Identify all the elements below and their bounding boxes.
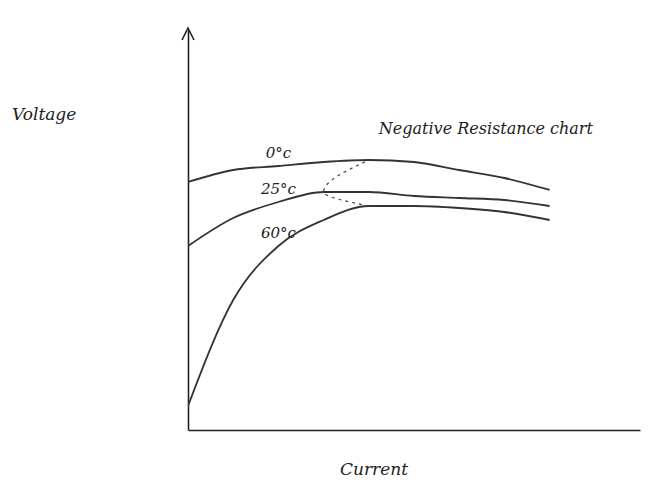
annotation: Negative Resistance chart — [378, 119, 594, 138]
peak-locus — [324, 160, 369, 206]
y-axis-title: Voltage — [12, 104, 76, 124]
axis-line — [188, 31, 190, 431]
plot-area — [188, 160, 550, 406]
x-axis-title: Current — [340, 459, 408, 479]
axis-line — [189, 430, 641, 432]
chart: 0°c 25°c 60°c Negative Resistance chart Volt… — [0, 0, 648, 501]
series-label: 0°c — [266, 144, 292, 162]
series-label: 25°c — [260, 180, 297, 198]
labels: 0°c 25°c 60°c Negative Resistance chart Volt… — [12, 104, 593, 479]
series-line — [188, 192, 550, 246]
axis-arrow — [182, 28, 194, 40]
series-line — [188, 160, 550, 190]
x-axis — [189, 430, 641, 431]
series-label: 60°c — [261, 224, 297, 242]
y-axis — [188, 31, 189, 431]
series-line — [188, 206, 550, 406]
